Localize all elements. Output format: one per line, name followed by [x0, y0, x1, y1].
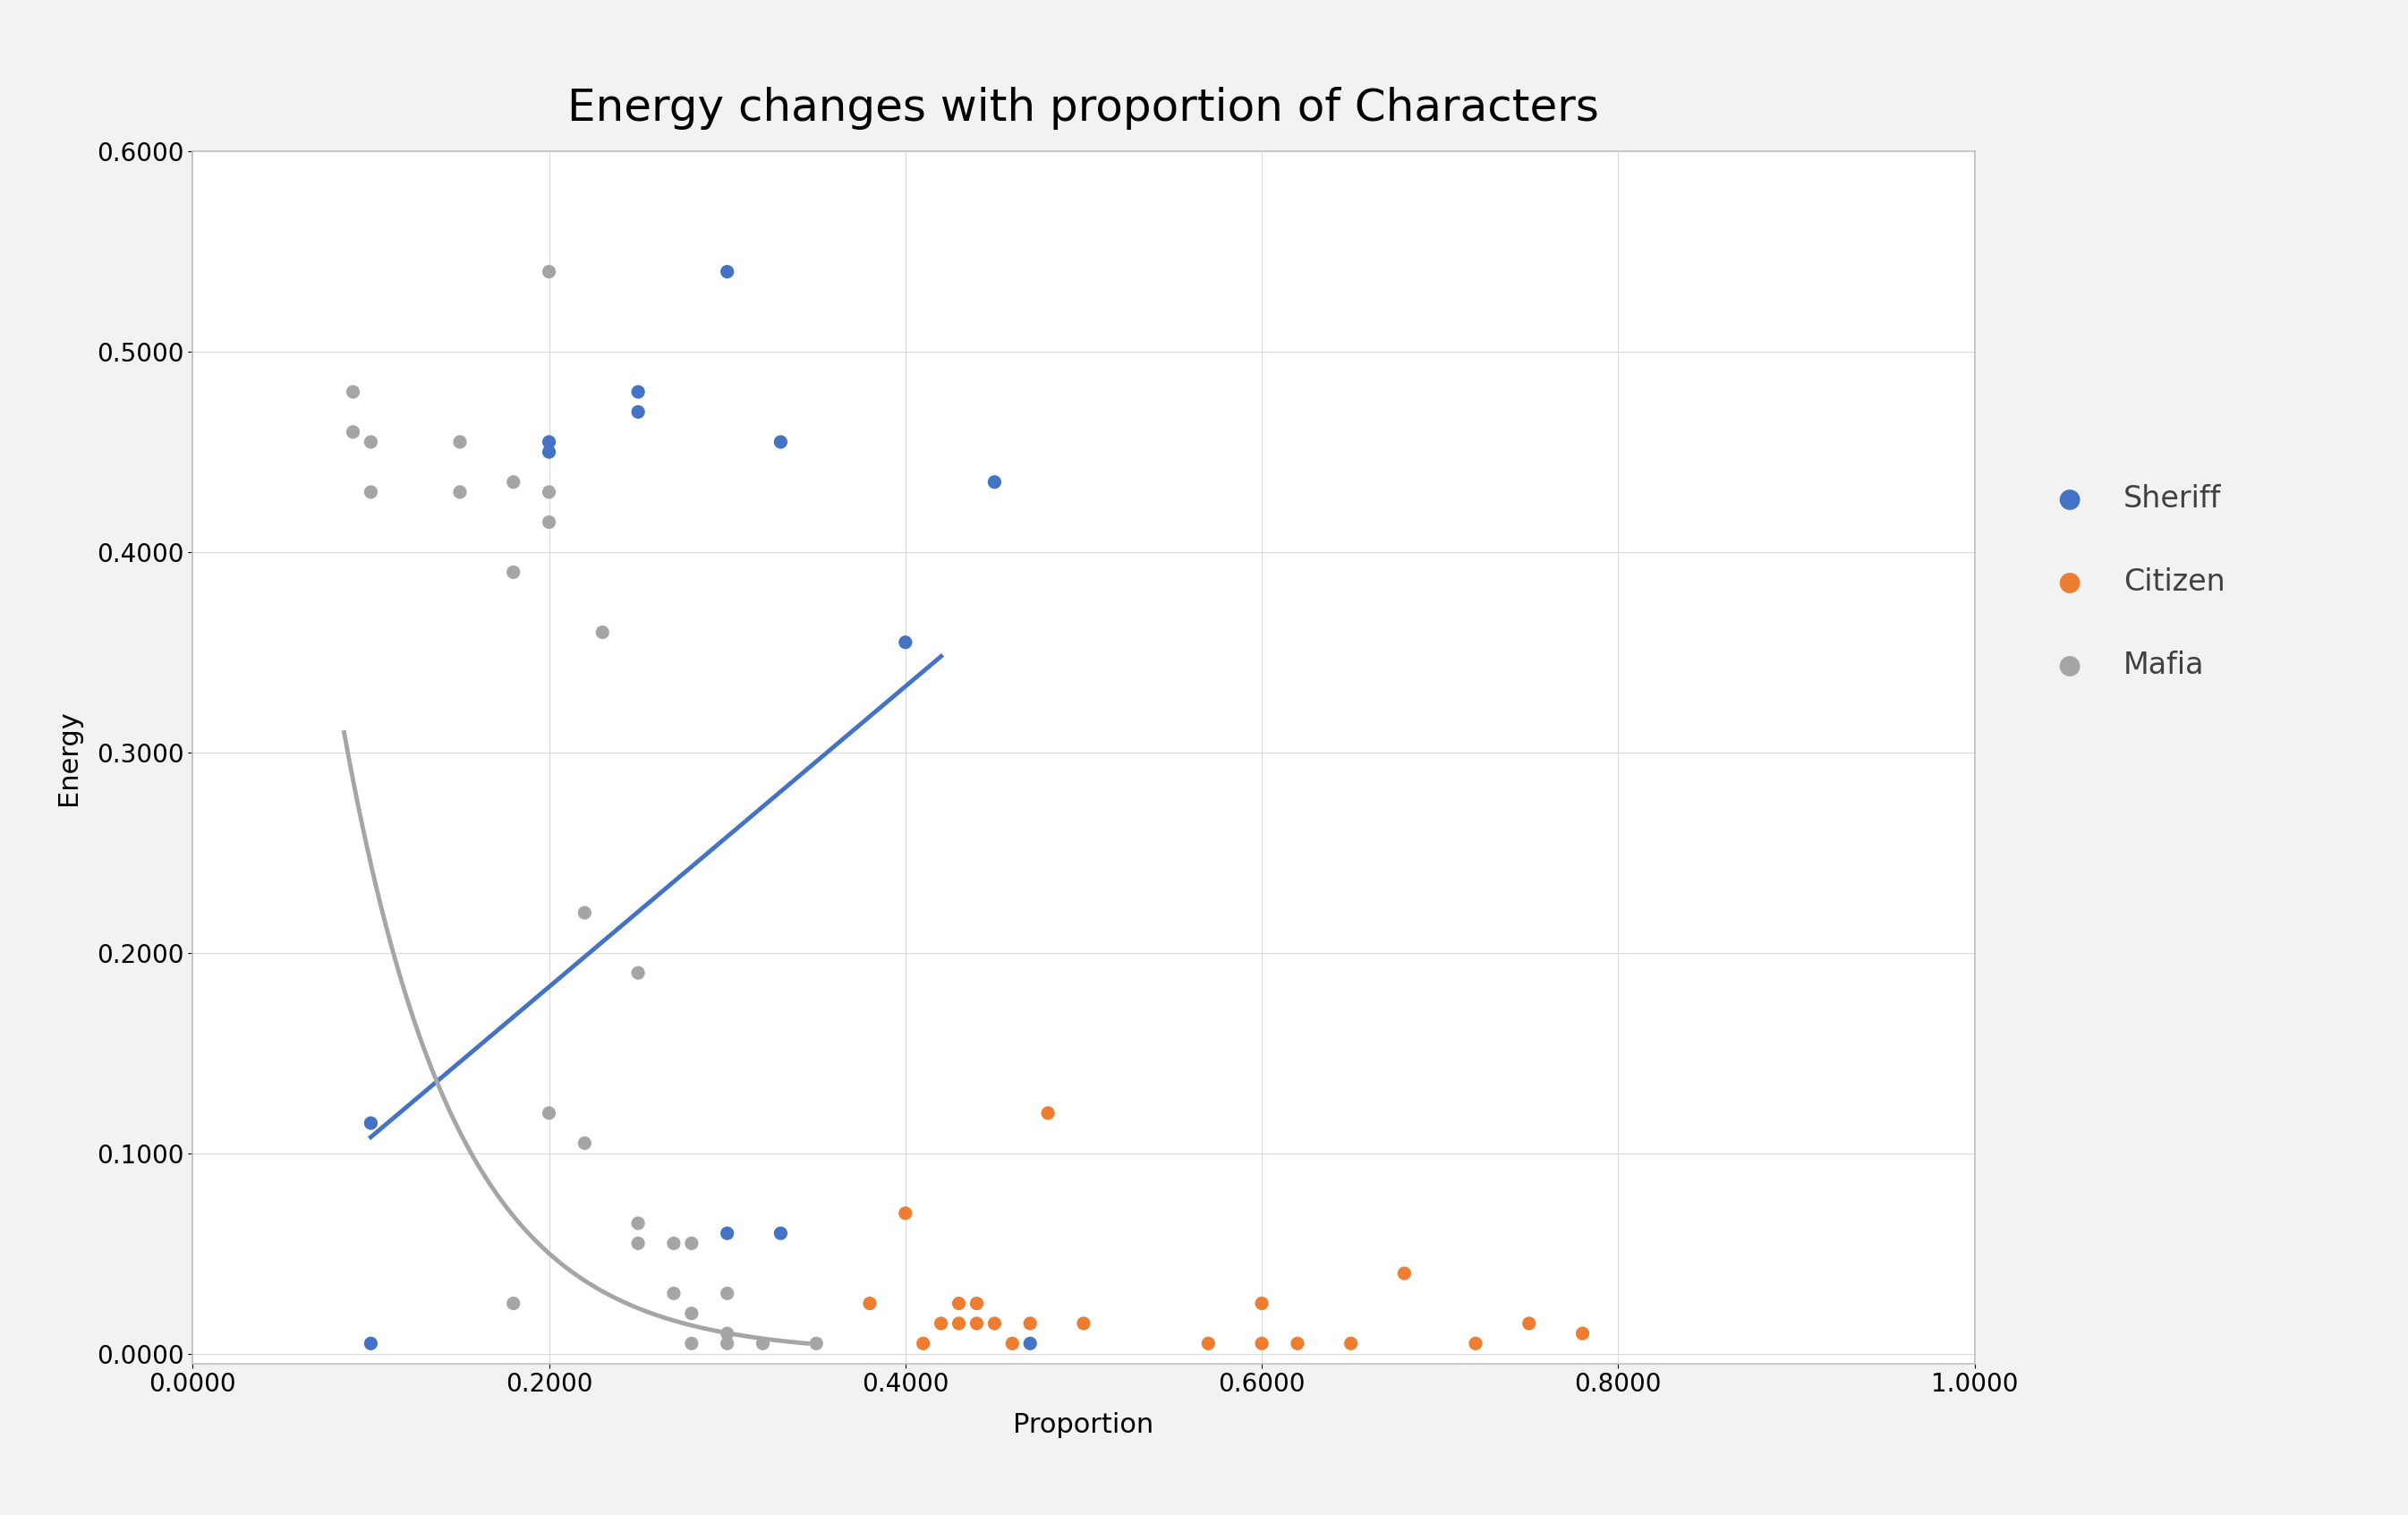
Mafia: [655, 1282, 694, 1306]
Mafia: [530, 1101, 568, 1126]
Mafia: [352, 480, 390, 504]
Citizen: [1190, 1332, 1228, 1356]
Sheriff: [1011, 1332, 1050, 1356]
Citizen: [958, 1291, 997, 1315]
Mafia: [494, 561, 532, 585]
Citizen: [1011, 1312, 1050, 1336]
Sheriff: [708, 1221, 746, 1245]
Mafia: [530, 259, 568, 283]
Mafia: [335, 380, 373, 405]
Mafia: [672, 1332, 710, 1356]
Citizen: [1563, 1321, 1601, 1345]
Citizen: [1457, 1332, 1495, 1356]
Sheriff: [530, 439, 568, 464]
Mafia: [530, 511, 568, 535]
Citizen: [1279, 1332, 1317, 1356]
Mafia: [672, 1301, 710, 1326]
Mafia: [441, 480, 479, 504]
Citizen: [975, 1312, 1014, 1336]
Sheriff: [975, 470, 1014, 494]
Sheriff: [530, 430, 568, 454]
Sheriff: [619, 400, 657, 424]
Sheriff: [352, 1110, 390, 1135]
Citizen: [1243, 1291, 1281, 1315]
Citizen: [1243, 1332, 1281, 1356]
Citizen: [992, 1332, 1031, 1356]
Mafia: [583, 620, 621, 644]
Mafia: [619, 1210, 657, 1235]
Mafia: [352, 430, 390, 454]
Mafia: [619, 1232, 657, 1256]
Citizen: [1510, 1312, 1548, 1336]
Mafia: [441, 430, 479, 454]
Mafia: [708, 1282, 746, 1306]
Citizen: [903, 1332, 942, 1356]
Mafia: [797, 1332, 836, 1356]
Mafia: [619, 961, 657, 985]
Mafia: [566, 900, 604, 924]
X-axis label: Proportion: Proportion: [1014, 1412, 1153, 1438]
Sheriff: [619, 380, 657, 405]
Legend: Sheriff, Citizen, Mafia: Sheriff, Citizen, Mafia: [2025, 470, 2239, 695]
Mafia: [655, 1232, 694, 1256]
Sheriff: [708, 259, 746, 283]
Y-axis label: Energy: Energy: [55, 709, 82, 806]
Mafia: [566, 1132, 604, 1156]
Mafia: [744, 1332, 783, 1356]
Mafia: [708, 1321, 746, 1345]
Mafia: [494, 470, 532, 494]
Citizen: [922, 1312, 961, 1336]
Citizen: [958, 1312, 997, 1336]
Mafia: [530, 480, 568, 504]
Citizen: [1028, 1101, 1067, 1126]
Citizen: [939, 1291, 978, 1315]
Sheriff: [761, 1221, 799, 1245]
Citizen: [1332, 1332, 1370, 1356]
Mafia: [494, 1291, 532, 1315]
Citizen: [850, 1291, 889, 1315]
Mafia: [708, 1332, 746, 1356]
Sheriff: [352, 1332, 390, 1356]
Citizen: [1385, 1260, 1423, 1285]
Citizen: [939, 1312, 978, 1336]
Citizen: [886, 1201, 925, 1226]
Mafia: [672, 1232, 710, 1256]
Citizen: [1064, 1312, 1103, 1336]
Title: Energy changes with proportion of Characters: Energy changes with proportion of Charac…: [568, 86, 1599, 129]
Sheriff: [761, 430, 799, 454]
Sheriff: [886, 630, 925, 654]
Mafia: [335, 420, 373, 444]
